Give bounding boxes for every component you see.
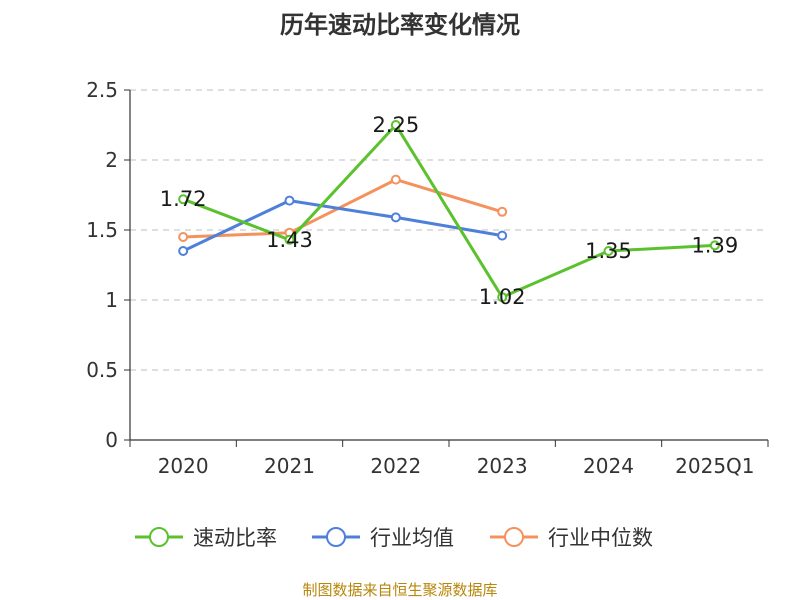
data-point xyxy=(178,232,189,242)
legend-swatch-marker xyxy=(326,527,346,547)
y-tick-label: 0 xyxy=(105,428,118,452)
legend-label: 行业中位数 xyxy=(548,526,653,550)
x-tick-label: 2024 xyxy=(583,454,634,478)
data-point xyxy=(497,292,508,303)
data-point xyxy=(390,174,401,185)
legend-label: 行业均值 xyxy=(370,526,454,550)
x-tick-label: 2022 xyxy=(370,454,421,478)
x-tick-label: 2021 xyxy=(264,454,315,478)
y-tick-label: 0.5 xyxy=(86,358,118,382)
data-label: 1.39 xyxy=(691,233,738,257)
data-point xyxy=(178,246,189,256)
data-point xyxy=(284,234,295,245)
data-label: 1.72 xyxy=(160,187,207,211)
source-note: 制图数据来自恒生聚源数据库 xyxy=(302,581,497,599)
legend-item[interactable]: 行业中位数 xyxy=(490,526,653,550)
legend-swatch-marker xyxy=(504,527,524,547)
series-1 xyxy=(178,195,508,256)
y-tick-label: 2 xyxy=(105,148,118,172)
chart-title: 历年速动比率变化情况 xyxy=(280,11,520,39)
legend-label: 速动比率 xyxy=(193,526,277,550)
series-line xyxy=(183,178,503,239)
x-tick-label: 2025Q1 xyxy=(675,454,754,478)
y-tick-label: 2.5 xyxy=(86,78,118,102)
series-line xyxy=(182,199,503,253)
legend-swatch-marker xyxy=(149,527,169,547)
y-tick-label: 1 xyxy=(105,288,118,312)
legend: 速动比率 行业均值 行业中位数 xyxy=(135,526,653,550)
series-0 xyxy=(178,120,720,303)
grid-layer xyxy=(130,89,768,371)
data-point xyxy=(178,194,189,205)
series-layer xyxy=(178,120,720,303)
legend-item[interactable]: 行业均值 xyxy=(312,526,454,550)
label-layer: 1.72 1.43 2.25 1.02 1.35 1.39 xyxy=(160,113,738,309)
data-label: 1.02 xyxy=(479,285,526,309)
series-line xyxy=(182,123,715,299)
data-point xyxy=(709,240,720,251)
legend-item[interactable]: 速动比率 xyxy=(135,526,277,550)
data-point xyxy=(603,246,614,256)
series-2 xyxy=(178,174,508,242)
data-label: 2.25 xyxy=(372,113,419,137)
x-tick-label: 2020 xyxy=(158,454,209,478)
axis-layer: 0 0.5 1 1.5 2 2.5 2020 2021 2022 2023 2024 2025Q1 xyxy=(86,78,769,478)
data-point xyxy=(390,212,401,223)
data-point xyxy=(497,230,508,241)
data-point xyxy=(390,120,401,130)
data-point xyxy=(284,195,295,206)
data-point xyxy=(497,206,508,217)
data-label: 1.43 xyxy=(266,228,313,252)
x-tick-label: 2023 xyxy=(477,454,528,478)
data-label: 1.35 xyxy=(585,239,632,263)
y-tick-label: 1.5 xyxy=(86,218,118,242)
